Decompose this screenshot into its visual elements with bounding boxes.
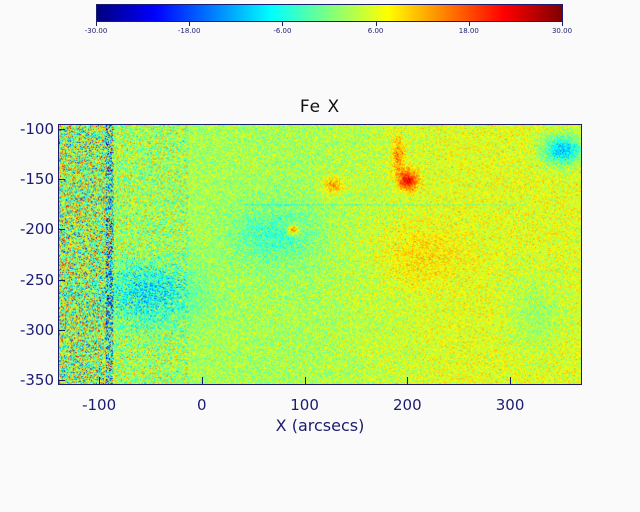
x-tick-label: -100	[82, 396, 117, 414]
y-tick-label: -300	[19, 320, 54, 339]
x-tick-label: 300	[495, 396, 525, 414]
y-tick	[58, 129, 65, 131]
y-tick	[58, 279, 65, 281]
colorbar-tick	[562, 22, 563, 26]
colorbar-tick	[96, 22, 97, 26]
x-tick	[407, 377, 409, 384]
x-tick	[304, 377, 306, 384]
y-tick-label: -250	[19, 270, 54, 289]
y-tick-label: -150	[19, 170, 54, 189]
colorbar-tick-label: 30.00	[551, 27, 573, 35]
colorbar-tick-label: 18.00	[458, 27, 479, 35]
map-title: Fe X	[299, 97, 341, 117]
colorbar-tick-label: -30.00	[84, 27, 108, 35]
colorbar-tick	[282, 22, 284, 26]
y-tick-label: -200	[19, 220, 54, 239]
y-tick	[58, 179, 65, 181]
colorbar-tick	[189, 22, 191, 26]
velocity-map	[58, 124, 582, 385]
colorbar-tick	[375, 22, 377, 26]
x-tick-label: 200	[393, 396, 422, 414]
colorbar-tick-label: 6.00	[367, 27, 384, 35]
colorbar-tick-label: -6.00	[273, 27, 292, 35]
y-tick	[58, 379, 65, 381]
x-tick-label: 100	[290, 396, 319, 414]
x-axis-title: X (arcsecs)	[275, 416, 365, 435]
colorbar-tick-label: -18.00	[177, 27, 201, 35]
x-tick	[510, 377, 512, 384]
map-canvas	[59, 125, 581, 384]
colorbar	[96, 4, 563, 22]
x-tick	[201, 377, 203, 384]
colorbar-tick	[468, 22, 470, 26]
y-tick	[58, 329, 65, 331]
x-tick-label: 0	[197, 396, 207, 414]
y-tick	[58, 229, 65, 231]
x-tick	[99, 377, 101, 384]
y-tick-label: -100	[19, 120, 54, 139]
y-tick-label: -350	[19, 370, 54, 389]
